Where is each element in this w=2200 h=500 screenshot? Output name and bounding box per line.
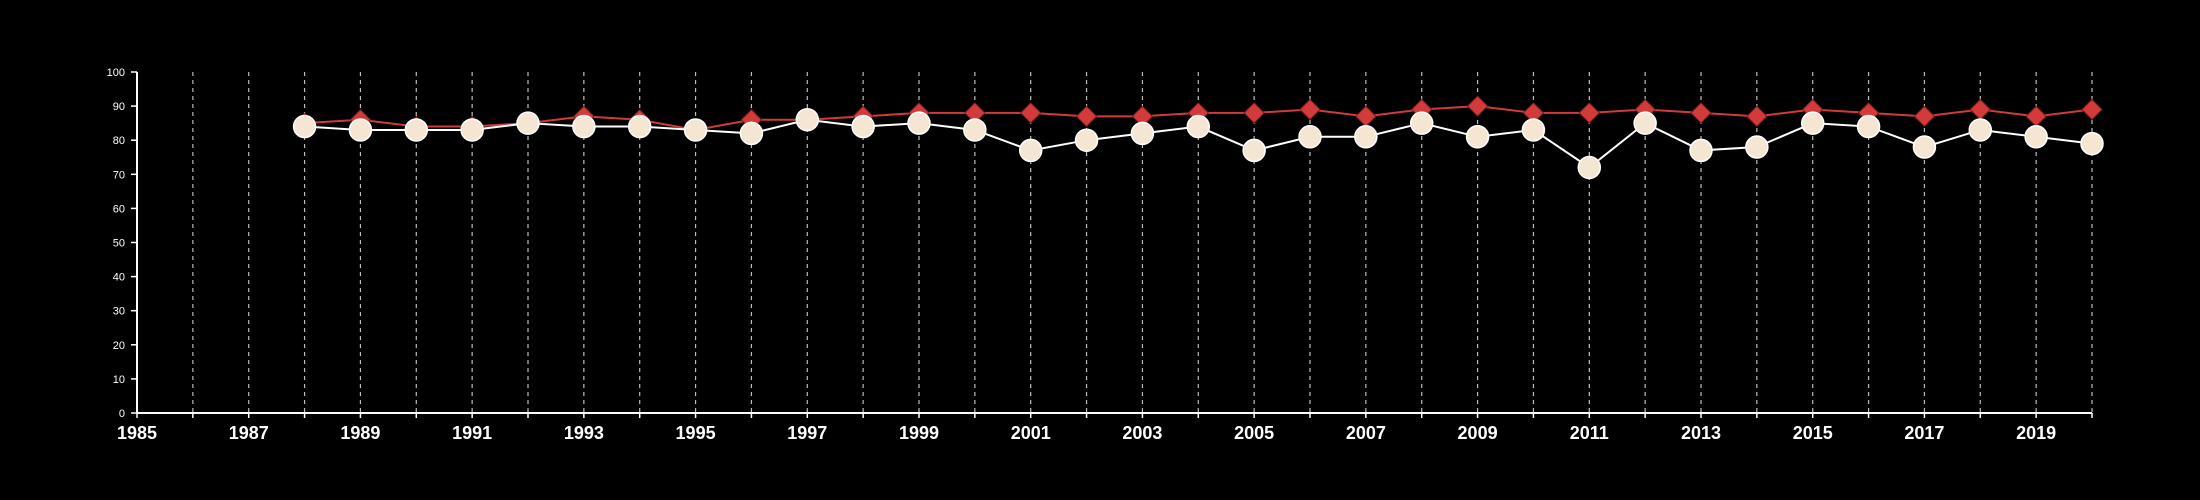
y-tick-label: 10 (113, 374, 125, 386)
circle-marker (963, 118, 987, 142)
circle-marker (516, 111, 540, 135)
circle-marker (1409, 111, 1434, 135)
circle-marker (1577, 155, 1602, 180)
circle-marker (739, 121, 764, 146)
y-tick-label: 100 (107, 67, 125, 79)
y-tick-label: 80 (113, 135, 125, 147)
x-tick-label: 2007 (1346, 423, 1386, 443)
diamond-marker (2081, 98, 2103, 121)
diamond-marker (1969, 98, 1991, 121)
diamond-marker (1466, 95, 1489, 117)
y-tick-label: 60 (113, 203, 125, 215)
circle-marker (404, 118, 429, 142)
x-tick-label: 1987 (229, 423, 269, 443)
circle-marker (348, 118, 373, 142)
circle-marker (2024, 125, 2048, 149)
x-tick-label: 1997 (787, 423, 827, 443)
diamond-marker (1690, 102, 1712, 124)
circle-marker (1242, 138, 1266, 163)
circle-marker (1912, 135, 1937, 159)
circle-marker (1800, 111, 1825, 135)
diamond-marker (1746, 105, 1768, 128)
x-tick-label: 1999 (899, 423, 939, 443)
diamond-marker (2025, 105, 2047, 128)
x-tick-label: 1985 (117, 423, 157, 443)
diamond-marker (1243, 102, 1265, 124)
x-tick-label: 2019 (2016, 423, 2056, 443)
circle-marker (1130, 121, 1155, 146)
y-tick-label: 30 (113, 306, 125, 318)
circle-marker (1521, 118, 1546, 142)
diamond-marker (1913, 105, 1936, 128)
x-tick-label: 2013 (1681, 423, 1721, 443)
circle-marker (572, 114, 596, 139)
circle-marker (1633, 111, 1657, 135)
x-tick-label: 2011 (1570, 423, 1609, 443)
diamond-marker (1355, 105, 1377, 128)
circle-marker (683, 118, 708, 142)
y-tick-label: 20 (113, 340, 125, 352)
circle-marker (627, 114, 652, 139)
circle-marker (1186, 114, 1211, 139)
y-tick-label: 40 (113, 272, 125, 284)
x-tick-label: 2005 (1234, 423, 1274, 443)
x-tick-label: 1993 (564, 423, 604, 443)
circle-marker (1354, 125, 1378, 149)
y-tick-label: 70 (113, 169, 125, 181)
x-tick-label: 2001 (1011, 423, 1051, 443)
x-tick-label: 1995 (676, 423, 716, 443)
circle-marker (1074, 128, 1099, 152)
y-tick-label: 50 (113, 238, 125, 250)
diamond-marker (1020, 102, 1042, 124)
circle-marker (1856, 114, 1881, 139)
diamond-marker (1578, 102, 1600, 124)
circle-marker (460, 118, 484, 142)
circle-marker (795, 107, 820, 132)
circle-marker (1689, 138, 1713, 163)
circle-marker (292, 114, 317, 139)
diamond-marker (1299, 98, 1321, 121)
x-tick-label: 2017 (1904, 423, 1944, 443)
circle-marker (2080, 131, 2104, 156)
x-tick-label: 2009 (1458, 423, 1498, 443)
circle-marker (1465, 125, 1490, 149)
x-tick-label: 2003 (1122, 423, 1162, 443)
circle-marker (1745, 135, 1769, 159)
circle-marker (851, 114, 875, 139)
y-tick-label: 90 (113, 101, 125, 113)
y-tick-label: 0 (119, 408, 125, 420)
circle-marker (907, 111, 931, 135)
x-tick-label: 1989 (340, 423, 380, 443)
circle-marker (1298, 125, 1322, 149)
x-tick-label: 2015 (1793, 423, 1833, 443)
circle-marker (1968, 118, 1993, 142)
diamond-marker (1075, 105, 1098, 128)
x-tick-label: 1991 (452, 423, 492, 443)
circle-marker (1018, 138, 1043, 163)
